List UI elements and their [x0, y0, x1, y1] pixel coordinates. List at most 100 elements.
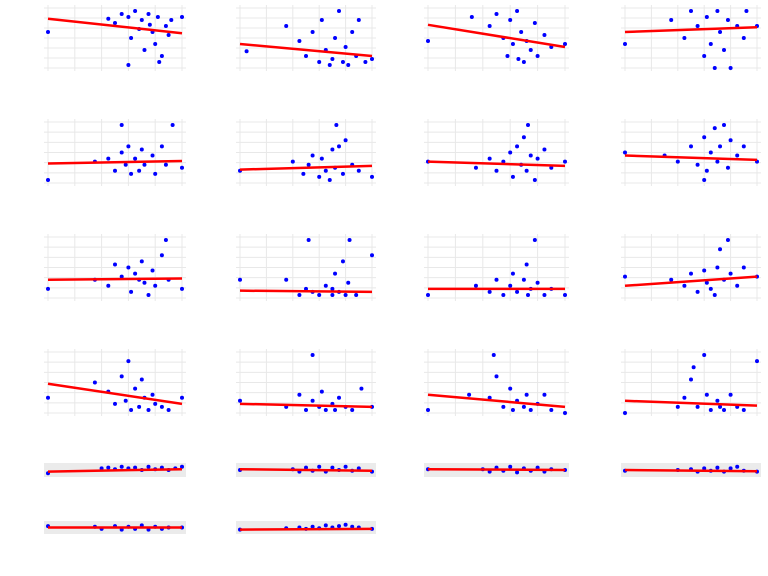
data-point [704, 280, 709, 285]
data-point [133, 271, 138, 276]
data-point [153, 401, 158, 406]
data-point [330, 292, 335, 297]
data-point [426, 39, 430, 43]
data-point [347, 238, 352, 243]
data-point [129, 289, 134, 294]
data-point [334, 123, 339, 128]
data-point [163, 162, 168, 167]
data-point [180, 286, 184, 291]
data-point [340, 171, 345, 176]
data-point [126, 15, 131, 19]
regression-line [239, 42, 373, 58]
scatter-panel [621, 463, 761, 477]
data-point [722, 407, 726, 412]
data-point [702, 268, 707, 273]
data-point [343, 292, 348, 297]
data-point [153, 42, 158, 46]
data-point [113, 168, 117, 173]
scatter-panel [44, 349, 186, 416]
data-point [142, 280, 147, 285]
regression-line [47, 17, 183, 35]
data-point [106, 16, 111, 21]
data-point [722, 123, 726, 128]
data-point [139, 259, 144, 264]
data-point [467, 392, 472, 397]
data-point [524, 168, 529, 173]
data-point [712, 292, 717, 297]
data-point [159, 144, 164, 149]
data-point [337, 144, 341, 149]
data-point [317, 60, 322, 64]
data-point [150, 392, 155, 397]
data-point [142, 162, 147, 167]
data-point [725, 238, 730, 243]
data-point [343, 522, 348, 527]
data-point [146, 292, 151, 297]
data-point [319, 18, 324, 22]
data-point [487, 156, 492, 161]
data-point [346, 280, 351, 285]
data-point [238, 398, 242, 403]
data-point [704, 15, 709, 19]
regression-line [239, 467, 373, 473]
data-point [704, 168, 709, 173]
data-point [508, 18, 513, 22]
data-point [526, 123, 531, 128]
data-point [129, 171, 134, 176]
scatter-panel [236, 463, 376, 477]
data-point [682, 36, 687, 40]
data-point [304, 54, 308, 58]
data-point [323, 283, 328, 288]
data-point [510, 271, 515, 276]
data-point [515, 9, 520, 13]
data-point [297, 39, 302, 43]
data-point [532, 238, 537, 243]
data-point [702, 54, 707, 58]
data-point [735, 464, 740, 469]
data-point [146, 407, 151, 412]
data-point [284, 24, 289, 28]
data-point [46, 177, 50, 182]
data-point [330, 147, 335, 152]
data-point [494, 277, 499, 282]
data-point [744, 9, 749, 13]
data-point [712, 126, 717, 131]
data-point [521, 135, 526, 140]
scatter-panel [424, 119, 569, 186]
data-point [725, 18, 730, 22]
data-point [310, 524, 315, 529]
data-point [508, 386, 513, 391]
scatter-panel [424, 349, 569, 416]
data-point [370, 253, 374, 258]
data-point [180, 464, 184, 469]
data-point [725, 165, 730, 170]
data-point [133, 386, 138, 391]
data-point [702, 466, 707, 471]
data-point [129, 407, 134, 412]
data-point [708, 286, 713, 291]
data-point [123, 398, 128, 403]
data-point [549, 407, 554, 412]
data-point [508, 150, 513, 155]
data-point [106, 465, 111, 470]
data-point [370, 174, 374, 179]
data-point [508, 283, 513, 288]
data-point [521, 60, 526, 64]
data-point [689, 9, 693, 13]
data-point [163, 238, 168, 243]
regression-line [427, 393, 566, 409]
data-point [304, 407, 308, 412]
data-point [304, 465, 308, 470]
data-point [301, 171, 306, 176]
data-point [563, 159, 567, 164]
data-point [354, 292, 359, 297]
data-point [323, 407, 328, 412]
data-point [113, 401, 117, 406]
data-point [146, 464, 151, 469]
data-point [119, 274, 124, 279]
data-point [327, 177, 332, 182]
data-point [542, 292, 547, 297]
data-point [317, 464, 322, 469]
data-point [735, 153, 740, 158]
data-point [356, 168, 361, 173]
